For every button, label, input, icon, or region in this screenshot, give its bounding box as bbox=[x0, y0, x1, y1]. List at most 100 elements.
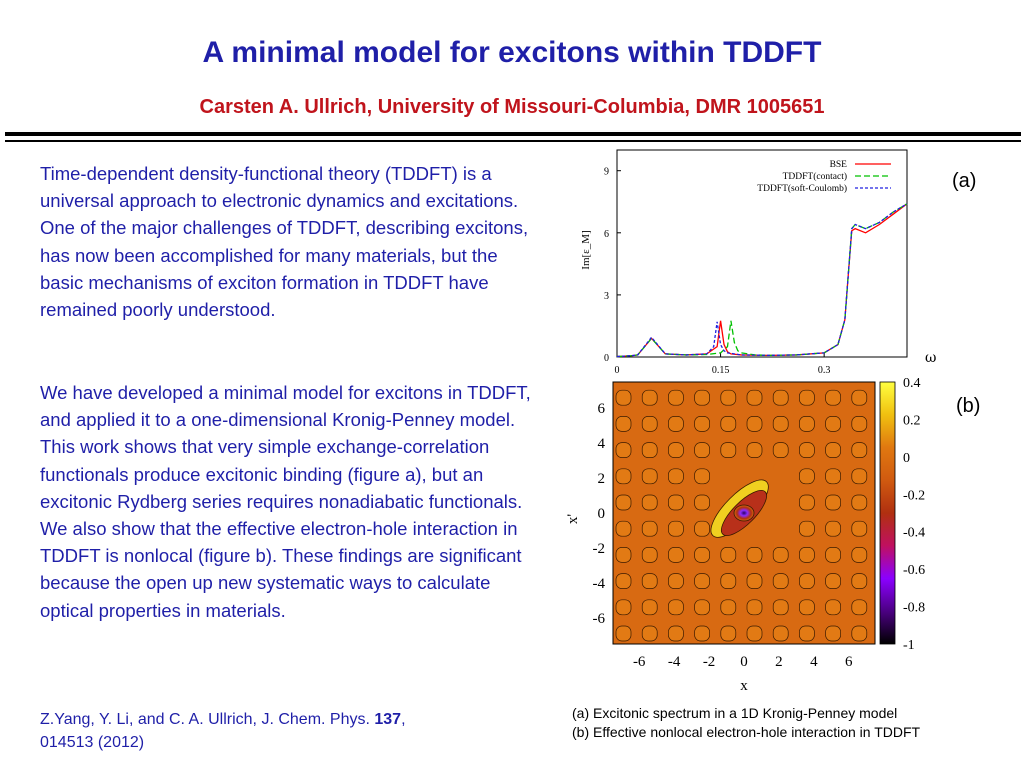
contour-cell bbox=[851, 573, 868, 589]
contour-cell bbox=[641, 494, 658, 511]
contour-cell bbox=[720, 416, 737, 432]
contour-cell bbox=[825, 389, 841, 406]
contour-cell bbox=[799, 442, 815, 458]
contour-cell bbox=[694, 468, 710, 485]
omega-axis-label: ω bbox=[925, 350, 937, 366]
contour-cell bbox=[615, 573, 632, 589]
contour-cell bbox=[851, 520, 868, 537]
contour-cell bbox=[746, 389, 763, 406]
contour-cell bbox=[772, 599, 789, 616]
slide-subtitle: Carsten A. Ullrich, University of Missou… bbox=[199, 96, 825, 118]
x-tick-label: -2 bbox=[703, 654, 716, 670]
contour-cell bbox=[826, 370, 841, 379]
contour-cell bbox=[799, 416, 815, 432]
contour-cell bbox=[799, 599, 815, 616]
y-tick-label: 6 bbox=[598, 401, 606, 417]
contour-cell bbox=[851, 389, 868, 406]
contour-cell bbox=[825, 573, 841, 589]
contour-cell bbox=[720, 573, 737, 589]
citation-volume: 137 bbox=[374, 711, 402, 728]
colorbar-tick-label: -0.8 bbox=[903, 601, 925, 616]
contour-cell bbox=[668, 547, 684, 563]
series-line bbox=[616, 203, 908, 358]
contour-cell bbox=[668, 370, 683, 379]
contour-cell bbox=[694, 416, 710, 432]
citation-prefix: Z.Yang, Y. Li, and C. A. Ullrich, J. Che… bbox=[40, 711, 375, 728]
contour-cell bbox=[825, 625, 841, 642]
contour-cell bbox=[852, 370, 867, 379]
contour-cell bbox=[668, 494, 684, 511]
x-tick-label: 2 bbox=[775, 654, 783, 670]
colorbar-tick-label: -0.4 bbox=[903, 526, 925, 541]
contour-cell bbox=[694, 442, 710, 458]
contour-cell bbox=[746, 547, 763, 563]
y-tick-label: -2 bbox=[593, 541, 606, 557]
contour-cell bbox=[878, 370, 893, 379]
contour-cell bbox=[825, 599, 841, 616]
contour-cell bbox=[616, 370, 631, 379]
contour-cell bbox=[720, 625, 737, 642]
contour-cell bbox=[746, 625, 763, 642]
contour-cell bbox=[615, 389, 632, 406]
contour-cell bbox=[851, 442, 868, 458]
contour-cell bbox=[799, 370, 814, 379]
y-tick-label: -6 bbox=[593, 611, 606, 627]
y-tick-label: 9 bbox=[604, 167, 609, 178]
contour-cell bbox=[668, 625, 684, 642]
colorbar-tick-label: 0.4 bbox=[903, 376, 921, 391]
y-tick-label: 0 bbox=[598, 506, 606, 522]
contour-cell bbox=[695, 370, 710, 379]
center-minimum bbox=[733, 504, 755, 522]
contour-cell bbox=[694, 547, 710, 563]
y-axis-label: Im[ε_M] bbox=[580, 230, 592, 269]
contour-cell bbox=[615, 468, 632, 485]
contour-cell bbox=[641, 599, 658, 616]
y-tick-label: 2 bbox=[598, 471, 606, 487]
contour-cell bbox=[825, 547, 841, 563]
x-tick-label: 0.15 bbox=[712, 365, 730, 375]
x-tick-label: 4 bbox=[810, 654, 818, 670]
contour-cell bbox=[772, 442, 789, 458]
contour-cell bbox=[825, 520, 841, 537]
contour-cell bbox=[668, 520, 684, 537]
contour-cell bbox=[746, 599, 763, 616]
colorbar-tick-label: -1 bbox=[903, 638, 915, 653]
colorbar-tick-label: 0 bbox=[903, 451, 910, 466]
contour-cell bbox=[772, 416, 789, 432]
contour-cell bbox=[694, 573, 710, 589]
colorbar bbox=[879, 381, 896, 645]
citation-line2: 014513 (2012) bbox=[40, 734, 145, 751]
x-tick-label: 0 bbox=[615, 365, 620, 375]
contour-cell bbox=[825, 416, 841, 432]
contour-cell bbox=[851, 625, 868, 642]
contour-cell bbox=[746, 573, 763, 589]
contour-cell bbox=[851, 547, 868, 563]
contour-cell bbox=[694, 389, 710, 406]
y-tick-label: 3 bbox=[604, 291, 609, 302]
contour-cell bbox=[772, 547, 789, 563]
y-tick-label: 0 bbox=[604, 353, 609, 364]
contour-cell bbox=[641, 573, 658, 589]
plot-frame bbox=[616, 149, 908, 358]
contour-cell bbox=[615, 547, 632, 563]
contour-cell bbox=[694, 599, 710, 616]
divider-thin bbox=[5, 140, 1021, 142]
series-line bbox=[616, 203, 908, 358]
contour-cell bbox=[720, 389, 737, 406]
contour-cell bbox=[668, 389, 684, 406]
contour-cell bbox=[720, 442, 737, 458]
contour-cell bbox=[641, 520, 658, 537]
legend-label: TDDFT(soft-Coulomb) bbox=[757, 183, 847, 194]
contour-cell bbox=[641, 416, 658, 432]
y-axis-label: x' bbox=[565, 514, 581, 525]
x-axis-label: x bbox=[740, 678, 748, 694]
x-tick-label: 0 bbox=[740, 654, 748, 670]
contour-cell bbox=[773, 370, 788, 379]
body-paragraph-1: Time-dependent density-functional theory… bbox=[40, 163, 529, 321]
contour-cell bbox=[615, 416, 632, 432]
citation: Z.Yang, Y. Li, and C. A. Ullrich, J. Che… bbox=[40, 708, 406, 754]
contour-cell bbox=[799, 389, 815, 406]
contour-cell bbox=[746, 442, 763, 458]
contour-cell bbox=[720, 547, 737, 563]
contour-cell bbox=[641, 442, 658, 458]
